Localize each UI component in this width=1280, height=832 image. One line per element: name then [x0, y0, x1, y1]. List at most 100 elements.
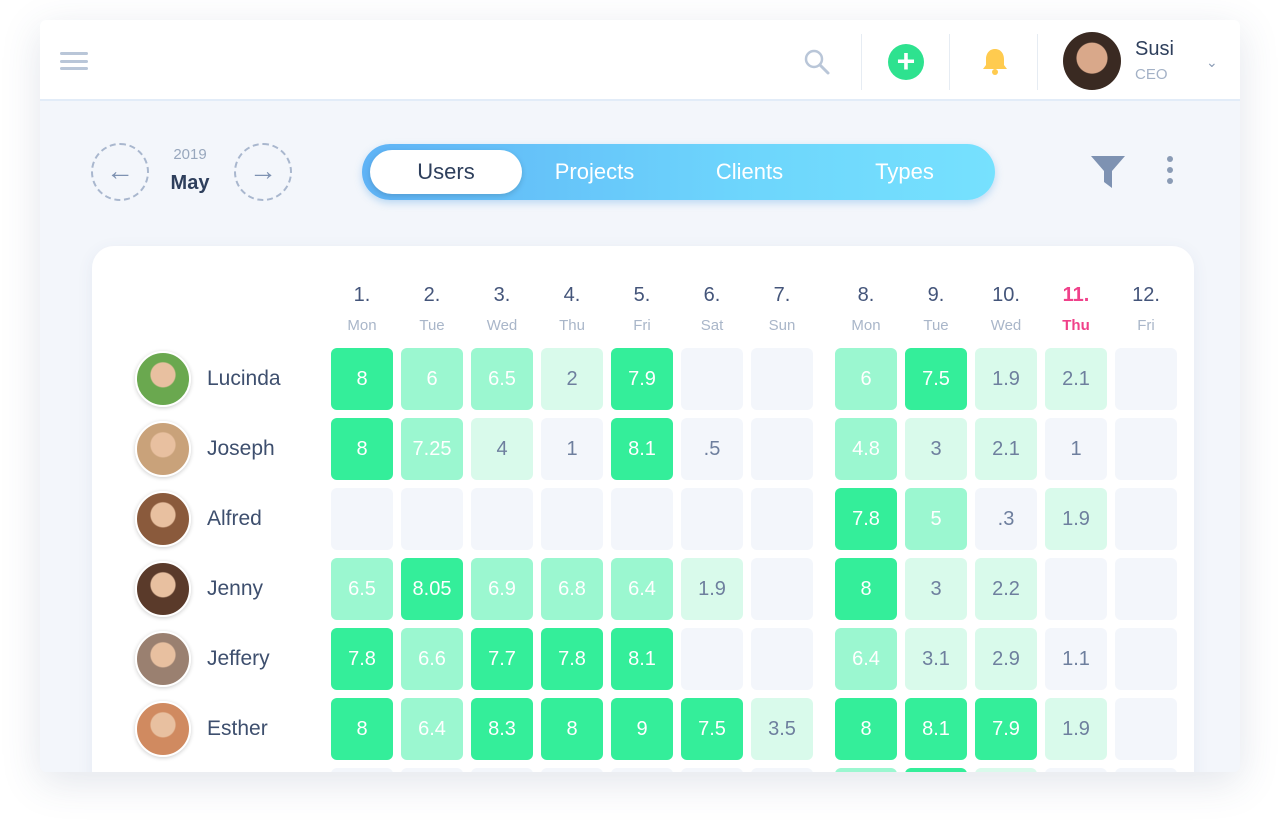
hours-cell[interactable] [611, 488, 673, 550]
hours-cell[interactable]: 8 [835, 558, 897, 620]
hours-cell[interactable]: 1.9 [681, 558, 743, 620]
hours-cell[interactable]: 7.25 [401, 418, 463, 480]
hours-cell[interactable]: .3 [975, 488, 1037, 550]
hours-cell[interactable] [331, 768, 393, 772]
hours-cell[interactable]: 6.4 [611, 558, 673, 620]
hours-cell[interactable]: 6 [835, 348, 897, 410]
menu-icon[interactable] [60, 52, 88, 70]
hours-cell[interactable]: 8.1 [611, 628, 673, 690]
hours-cell[interactable]: 8 [331, 348, 393, 410]
hours-cell[interactable] [1115, 558, 1177, 620]
user-avatar[interactable] [135, 631, 191, 687]
hours-cell[interactable] [471, 768, 533, 772]
hours-cell[interactable] [471, 488, 533, 550]
hours-cell[interactable]: 6.9 [471, 558, 533, 620]
hours-cell[interactable]: 7.5 [905, 348, 967, 410]
hours-cell[interactable]: 6.8 [541, 558, 603, 620]
hours-cell[interactable]: 7.8 [331, 628, 393, 690]
hours-cell[interactable] [541, 768, 603, 772]
prev-month-button[interactable]: ← [91, 143, 149, 201]
tab-types[interactable]: Types [875, 159, 934, 184]
user-name[interactable]: Jeffery [207, 647, 270, 670]
hours-cell[interactable] [1115, 768, 1177, 772]
hours-cell[interactable]: 2.1 [1045, 348, 1107, 410]
hours-cell[interactable]: 2.9 [975, 628, 1037, 690]
hours-cell[interactable]: 3 [905, 418, 967, 480]
user-name[interactable]: Lucinda [207, 367, 281, 390]
hours-cell[interactable]: 2.1 [975, 418, 1037, 480]
hours-cell[interactable]: 2.2 [975, 558, 1037, 620]
hours-cell[interactable] [1045, 768, 1107, 772]
hours-cell[interactable]: .5 [681, 418, 743, 480]
hours-cell[interactable]: 7.9 [975, 698, 1037, 760]
hours-cell[interactable] [905, 768, 967, 772]
hours-cell[interactable]: 3 [905, 558, 967, 620]
user-avatar[interactable] [135, 351, 191, 407]
hours-cell[interactable]: 1.9 [1045, 488, 1107, 550]
hours-cell[interactable]: 7.8 [835, 488, 897, 550]
user-name[interactable]: Jenny [207, 577, 264, 600]
hours-cell[interactable] [1115, 698, 1177, 760]
hours-cell[interactable]: 8 [331, 698, 393, 760]
hours-cell[interactable] [401, 488, 463, 550]
hours-cell[interactable]: 8.1 [905, 698, 967, 760]
hours-cell[interactable]: 5 [905, 488, 967, 550]
user-avatar[interactable] [135, 701, 191, 757]
hours-cell[interactable] [611, 768, 673, 772]
user-name[interactable]: Alfred [207, 507, 262, 530]
tab-clients[interactable]: Clients [715, 159, 784, 184]
hours-cell[interactable] [751, 628, 813, 690]
hours-cell[interactable]: 8 [331, 418, 393, 480]
hours-cell[interactable]: 1.9 [1045, 698, 1107, 760]
hours-cell[interactable] [681, 348, 743, 410]
more-options-icon[interactable] [1165, 156, 1175, 189]
hours-cell[interactable] [681, 488, 743, 550]
hours-cell[interactable] [1115, 628, 1177, 690]
hours-cell[interactable] [681, 768, 743, 772]
hours-cell[interactable] [331, 488, 393, 550]
hours-cell[interactable]: 8 [541, 698, 603, 760]
hours-cell[interactable] [1115, 418, 1177, 480]
hours-cell[interactable]: 7.9 [611, 348, 673, 410]
hours-cell[interactable] [751, 348, 813, 410]
tab-users[interactable]: Users [370, 150, 522, 194]
hours-cell[interactable] [401, 768, 463, 772]
hours-cell[interactable] [1115, 348, 1177, 410]
user-name[interactable]: Susi [1135, 38, 1174, 60]
user-name[interactable]: Esther [207, 717, 268, 740]
bell-icon[interactable] [978, 44, 1012, 78]
user-name[interactable]: Joseph [207, 437, 275, 460]
hours-cell[interactable] [541, 488, 603, 550]
hours-cell[interactable]: 6.4 [835, 628, 897, 690]
hours-cell[interactable] [751, 418, 813, 480]
hours-cell[interactable]: 6 [401, 348, 463, 410]
hours-cell[interactable]: 7.5 [681, 698, 743, 760]
hours-cell[interactable] [975, 768, 1037, 772]
hours-cell[interactable]: 3.5 [751, 698, 813, 760]
hours-cell[interactable] [751, 488, 813, 550]
filter-icon[interactable] [1090, 154, 1126, 190]
hours-cell[interactable] [1115, 488, 1177, 550]
hours-cell[interactable] [681, 628, 743, 690]
user-avatar[interactable] [135, 561, 191, 617]
hours-cell[interactable]: 7.8 [541, 628, 603, 690]
hours-cell[interactable]: 6.5 [471, 348, 533, 410]
hours-cell[interactable]: 6.5 [331, 558, 393, 620]
chevron-down-icon[interactable]: ⌄ [1206, 54, 1218, 70]
hours-cell[interactable]: 1 [1045, 418, 1107, 480]
hours-cell[interactable]: 1 [541, 418, 603, 480]
hours-cell[interactable]: 1.9 [975, 348, 1037, 410]
hours-cell[interactable]: 8.1 [611, 418, 673, 480]
hours-cell[interactable]: 2 [541, 348, 603, 410]
hours-cell[interactable]: 8.05 [401, 558, 463, 620]
hours-cell[interactable]: 8.3 [471, 698, 533, 760]
hours-cell[interactable] [751, 768, 813, 772]
add-button[interactable]: + [888, 44, 924, 80]
tab-projects[interactable]: Projects [554, 159, 635, 184]
search-icon[interactable] [802, 47, 832, 77]
user-avatar[interactable] [135, 421, 191, 477]
hours-cell[interactable]: 4.8 [835, 418, 897, 480]
user-avatar[interactable] [1063, 32, 1121, 90]
hours-cell[interactable]: 6.4 [401, 698, 463, 760]
hours-cell[interactable]: 3.1 [905, 628, 967, 690]
